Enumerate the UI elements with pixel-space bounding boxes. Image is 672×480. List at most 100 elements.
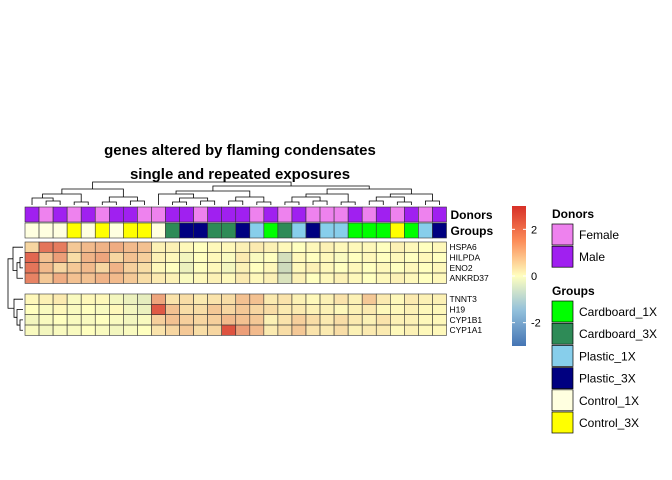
column-dendrogram — [31, 181, 440, 205]
donor-annotation-cell — [123, 206, 138, 223]
group-annotation-cell — [235, 222, 251, 239]
heatmap-cell — [249, 272, 265, 284]
heatmap-cell — [80, 293, 96, 305]
dendrogram-branch — [45, 200, 61, 205]
donor-annotation-cell — [263, 206, 279, 223]
heatmap-cell — [38, 314, 54, 326]
heatmap-cell — [361, 241, 377, 253]
heatmap-cell — [249, 293, 265, 305]
heatmap-cell — [38, 324, 54, 336]
heatmap-cell — [123, 304, 138, 316]
heatmap-cell — [137, 304, 152, 316]
heatmap-cell — [151, 304, 166, 316]
heatmap-cell — [361, 252, 377, 264]
group-annotation-cell — [333, 222, 349, 239]
heatmap-cell — [38, 304, 54, 316]
donor-annotation-cell — [137, 206, 152, 223]
heatmap-cell — [305, 241, 321, 253]
heatmap-cell — [207, 293, 222, 305]
heatmap-cell — [193, 262, 208, 274]
heatmap-cell — [207, 241, 222, 253]
group-annotation-cell — [277, 222, 293, 239]
heatmap-cell — [404, 293, 419, 305]
dendrogram-branch — [61, 188, 124, 197]
dendrogram-branch — [326, 188, 412, 194]
donor-annotation-cell — [418, 206, 433, 223]
heatmap-cell — [137, 314, 152, 326]
row-label: ANKRD37 — [450, 273, 489, 283]
groups-annotation-label: Groups — [451, 224, 494, 238]
colorbar-tick-label: -2 — [531, 318, 541, 330]
dendrogram-branch — [73, 201, 89, 205]
heatmap-cell — [418, 314, 433, 326]
annotation-labels: Donors Groups — [451, 208, 494, 238]
heatmap-cell — [291, 293, 307, 305]
heatmap-cell — [193, 314, 208, 326]
heatmap-cell — [123, 252, 138, 264]
heatmap-cell — [123, 262, 138, 274]
heatmap-cell — [263, 293, 279, 305]
heatmap-cell — [52, 252, 68, 264]
heatmap-cell — [277, 304, 293, 316]
heatmap-cell — [80, 304, 96, 316]
heatmap-cell — [151, 252, 166, 264]
heatmap-cell — [151, 262, 166, 274]
heatmap-cell — [375, 252, 391, 264]
group-annotation-cell — [389, 222, 405, 239]
heatmap-cell — [193, 241, 208, 253]
heatmap-cell — [52, 241, 68, 253]
heatmap-cell — [361, 272, 377, 284]
heatmap-cell — [94, 241, 110, 253]
heatmap-cell — [80, 272, 96, 284]
heatmap-cell — [418, 262, 433, 274]
group-annotation-cell — [221, 222, 237, 239]
heatmap-cell — [193, 304, 208, 316]
heatmap-cell — [80, 252, 96, 264]
heatmap-cell — [52, 293, 68, 305]
heatmap-cell — [361, 314, 377, 326]
dendrogram-branch — [19, 257, 23, 269]
heatmap-cell — [291, 324, 307, 336]
heatmap-cell — [361, 324, 377, 336]
heatmap-cell — [235, 304, 251, 316]
heatmap-cell — [432, 293, 447, 305]
heatmap-cell — [221, 252, 237, 264]
legend-swatch — [551, 300, 574, 323]
row-dendrogram — [7, 246, 23, 331]
dendrogram-branch — [12, 246, 23, 271]
heatmap-cell — [333, 262, 349, 274]
group-annotation-cell — [137, 222, 152, 239]
legend-entry-label: Female — [579, 228, 619, 242]
dendrogram-branch — [200, 200, 216, 205]
heatmap-cell — [319, 252, 335, 264]
group-annotation-cell — [109, 222, 124, 239]
heatmap-cell — [123, 241, 138, 253]
heatmap-cell — [418, 252, 433, 264]
legend: Donors Female Male Groups Cardboard_1X Cardbo… — [551, 207, 657, 434]
heatmap-cell — [305, 304, 321, 316]
heatmap-cell — [94, 304, 110, 316]
heatmap-cell — [66, 241, 82, 253]
heatmap-cell — [151, 314, 166, 326]
heatmap-cell — [137, 272, 152, 284]
chart-title-line-1: genes altered by flaming condensates — [104, 142, 376, 159]
heatmap-cell — [263, 262, 279, 274]
donor-annotation-cell — [94, 206, 110, 223]
heatmap-cell — [418, 293, 433, 305]
heatmap-cell — [179, 262, 194, 274]
heatmap-cell — [305, 324, 321, 336]
heatmap-cell — [123, 324, 138, 336]
legend-swatch — [551, 345, 574, 367]
group-annotation-cell — [123, 222, 138, 239]
dendrogram-branch — [108, 196, 138, 202]
dendrogram-branch — [228, 200, 244, 205]
dendrogram-branch — [284, 201, 300, 205]
heatmap-cell — [305, 252, 321, 264]
heatmap-cell — [179, 304, 194, 316]
heatmap-cell — [38, 272, 54, 284]
heatmap-cell — [66, 252, 82, 264]
donor-annotation-cell — [109, 206, 124, 223]
heatmap-cell — [24, 262, 40, 274]
heatmap-cell — [333, 252, 349, 264]
dendrogram-branch — [340, 201, 356, 205]
